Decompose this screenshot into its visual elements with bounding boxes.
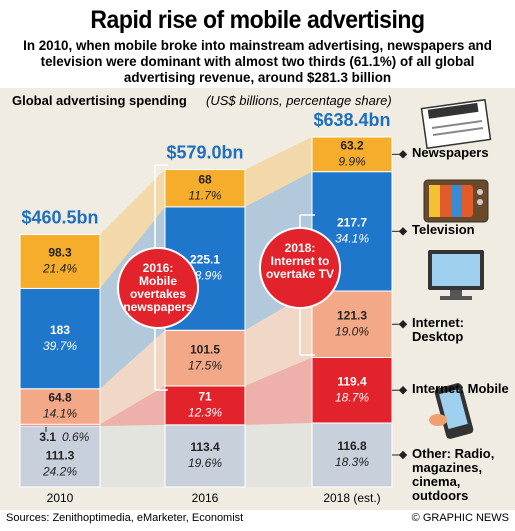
unit-note: (US$ billions, percentage share) <box>206 93 392 108</box>
x-tick-label: 2018 (est.) <box>323 491 380 505</box>
bar-segment <box>311 136 393 173</box>
value-label: 217.7 <box>337 215 367 229</box>
annotation-circle <box>117 247 199 329</box>
x-tick-label: 2016 <box>192 491 219 505</box>
newspaper-icon <box>420 98 492 150</box>
legend-marker <box>398 450 408 460</box>
value-label: 98.3 <box>48 246 72 260</box>
legend-marker <box>398 150 408 159</box>
share-label: 11.7% <box>188 188 221 202</box>
share-label: 14.1% <box>43 407 77 421</box>
legend-marker <box>398 227 408 236</box>
total-label: $460.5bn <box>21 207 98 227</box>
flow <box>100 169 165 289</box>
flow <box>100 330 165 425</box>
bar-segment <box>19 388 101 425</box>
value-label: 68 <box>198 172 212 186</box>
annotation: 2016: Mobile overtakes newspapers <box>123 261 193 314</box>
total-label: $579.0bn <box>166 142 243 162</box>
bar-segment <box>19 287 101 390</box>
annotation: 2018: Internet to overtake TV <box>265 241 335 281</box>
total-label: $638.4bn <box>313 110 390 130</box>
bar-segment <box>164 385 246 426</box>
bar-segment <box>164 329 246 387</box>
value-label: 71 <box>198 390 212 404</box>
legend-label: Internet: Desktop <box>412 315 464 345</box>
flow <box>100 424 165 487</box>
monitor-icon <box>428 250 484 300</box>
tv-icon <box>423 179 489 223</box>
value-label: 3.1 <box>39 430 56 444</box>
legend-label: Newspapers <box>412 145 489 161</box>
value-label: 101.5 <box>190 342 220 356</box>
subtitle: In 2010, when mobile broke into mainstre… <box>23 38 492 85</box>
share-label: 17.5% <box>188 358 222 372</box>
value-label: 113.4 <box>190 440 220 454</box>
flow <box>245 291 312 386</box>
legend-label: Television <box>412 222 475 238</box>
share-label: 18.7% <box>335 390 369 404</box>
share-label: 12.3% <box>188 406 222 420</box>
flow <box>245 137 312 207</box>
bar-segment <box>311 422 393 488</box>
x-tick-label: 2010 <box>47 491 74 505</box>
value-label: 183 <box>50 323 70 337</box>
value-label: 121.3 <box>337 308 367 322</box>
value-label: 111.3 <box>46 449 75 463</box>
share-label: 18.3% <box>335 455 369 469</box>
value-label: 225.1 <box>190 253 220 267</box>
value-label: 119.4 <box>337 374 367 388</box>
share-label: 9.9% <box>338 154 366 168</box>
share-label: 19.6% <box>188 456 222 470</box>
flow <box>245 422 312 487</box>
chart-title: Global advertising spending <box>12 93 187 108</box>
title: Rapid rise of mobile advertising <box>90 6 425 34</box>
share-label: 19.0% <box>335 324 369 338</box>
phone-icon <box>429 383 474 439</box>
value-label: 64.8 <box>48 391 72 405</box>
share-label: 0.6% <box>62 430 90 444</box>
flow <box>100 385 165 426</box>
share-label: 39.7% <box>43 339 77 353</box>
share-label: 21.4% <box>42 262 77 276</box>
bar-segment <box>311 290 393 359</box>
value-label: 63.2 <box>340 138 364 152</box>
share-label: 24.2% <box>42 465 77 479</box>
source: Sources: Zenithoptimedia, eMarketer, Eco… <box>6 512 244 524</box>
legend-label: Internet: Mobile <box>412 381 509 397</box>
bar-segment <box>164 169 246 208</box>
value-label: 116.8 <box>337 439 367 453</box>
bar-segment <box>19 234 101 289</box>
credit: © GRAPHIC NEWS <box>411 512 509 524</box>
annotation-circle <box>259 227 341 309</box>
legend-marker <box>398 385 408 395</box>
flow <box>245 357 312 425</box>
share-label: 34.1% <box>335 231 369 245</box>
legend-label: Other: Radio, magazines, cinema, outdoor… <box>412 445 495 503</box>
legend-marker <box>398 320 408 329</box>
